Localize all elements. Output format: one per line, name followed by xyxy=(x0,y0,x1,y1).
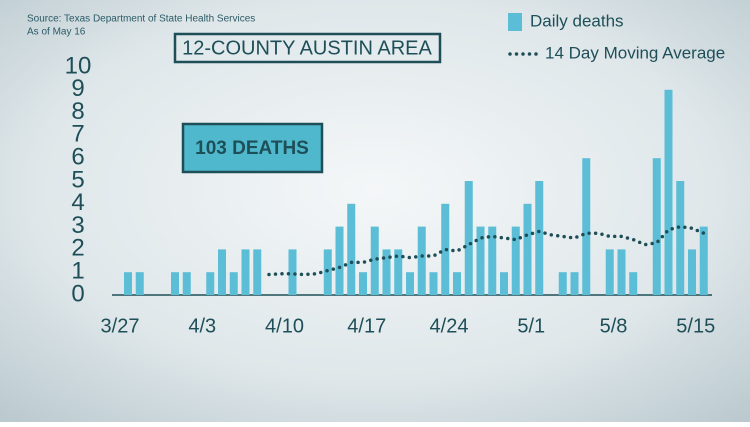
y-tick-label: 6 xyxy=(71,144,84,171)
bar xyxy=(253,249,262,295)
y-tick-label: 3 xyxy=(71,212,84,239)
bar xyxy=(429,272,438,295)
x-tick-label: 5/1 xyxy=(517,315,545,337)
bar xyxy=(629,272,638,295)
bar xyxy=(218,249,226,295)
bar xyxy=(699,226,708,295)
x-tick-label: 5/15 xyxy=(676,315,715,337)
y-tick-label: 2 xyxy=(71,235,84,262)
bar xyxy=(476,226,485,295)
bar xyxy=(182,272,191,295)
bar xyxy=(617,249,626,295)
bar xyxy=(500,272,508,295)
bar xyxy=(605,249,614,295)
bar xyxy=(370,226,379,295)
bar xyxy=(135,272,144,295)
y-tick-label: 5 xyxy=(71,166,84,193)
date-note: As of May 16 xyxy=(27,27,86,38)
bar xyxy=(394,249,403,295)
bar xyxy=(206,272,215,295)
bar xyxy=(359,272,367,295)
bar xyxy=(688,249,696,295)
bar xyxy=(535,181,544,295)
y-tick-label: 10 xyxy=(65,52,92,79)
legend-swatch xyxy=(508,13,522,31)
y-tick-label: 0 xyxy=(71,280,84,307)
bar xyxy=(453,272,461,295)
bar xyxy=(171,272,179,295)
x-tick-label: 4/3 xyxy=(188,315,216,337)
bar xyxy=(335,226,344,295)
y-tick-label: 7 xyxy=(71,121,84,148)
legend-label: Daily deaths xyxy=(530,11,624,30)
x-tick-label: 5/8 xyxy=(600,315,628,337)
annotation: 103 DEATHS xyxy=(195,138,309,159)
bar xyxy=(676,181,685,295)
y-tick-label: 8 xyxy=(71,98,84,125)
x-tick-label: 4/10 xyxy=(265,315,304,337)
chart-title: 12-COUNTY AUSTIN AREA xyxy=(182,37,432,59)
x-tick-label: 3/27 xyxy=(101,315,140,337)
legend-label: 14 Day Moving Average xyxy=(545,43,725,62)
bar xyxy=(488,226,497,295)
bar xyxy=(582,158,591,295)
bar xyxy=(347,203,356,295)
y-tick-label: 4 xyxy=(71,189,84,216)
bar xyxy=(570,272,579,295)
bar xyxy=(241,249,250,295)
bar xyxy=(558,272,567,295)
x-tick-label: 4/24 xyxy=(430,315,469,337)
bar xyxy=(124,272,132,295)
bar xyxy=(229,272,238,295)
bar xyxy=(406,272,414,295)
bar xyxy=(417,226,426,295)
bar xyxy=(652,158,661,295)
bar xyxy=(664,89,673,295)
bar xyxy=(288,249,297,295)
x-tick-label: 4/17 xyxy=(347,315,386,337)
bar xyxy=(511,226,520,295)
y-tick-label: 1 xyxy=(71,258,84,285)
title-box xyxy=(173,32,442,64)
bar xyxy=(382,249,391,295)
annotation-box xyxy=(181,122,324,174)
bar xyxy=(464,181,473,295)
y-tick-label: 9 xyxy=(71,75,84,102)
bar xyxy=(523,203,532,295)
source: Source: Texas Department of State Health… xyxy=(27,14,255,25)
